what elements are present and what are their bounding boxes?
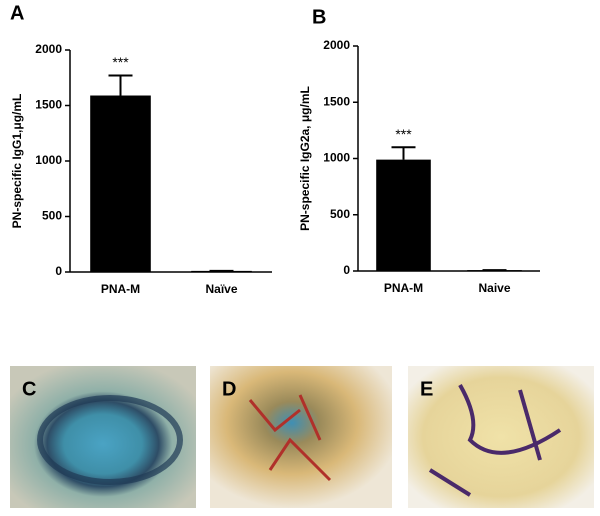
x-tick-label: PNA-M [101, 282, 140, 296]
photo-e-vessels [428, 384, 562, 497]
panel-label: A [10, 2, 24, 24]
significance: *** [112, 54, 129, 70]
y-axis-label: PN-specific IgG2a, μg/mL [298, 86, 312, 231]
y-axis-label: PN-specific IgG1,μg/mL [10, 94, 24, 229]
panel-label: C [22, 378, 36, 400]
panel-label: B [312, 6, 326, 28]
significance: *** [395, 126, 412, 142]
y-tick-label: 500 [330, 207, 350, 221]
y-tick-label: 1500 [35, 98, 62, 112]
photo-e [408, 366, 594, 508]
panel-label: E [420, 378, 433, 400]
photo-c-ring [37, 395, 183, 485]
error-bar [108, 74, 133, 96]
photo-d-vessels [248, 394, 332, 482]
y-tick-label: 0 [343, 263, 350, 277]
x-tick-label: PNA-M [384, 281, 423, 295]
y-tick-label: 1000 [35, 153, 62, 167]
y-tick-label: 1000 [323, 151, 350, 165]
panel-label: D [222, 378, 236, 400]
photo-d [210, 366, 392, 508]
y-tick-label: 2000 [35, 42, 62, 56]
y-tick-label: 500 [42, 209, 62, 223]
y-tick-label: 1500 [323, 94, 350, 108]
y-tick-label: 0 [55, 264, 62, 278]
error-bar [391, 146, 416, 160]
x-tick-label: Naïve [205, 282, 237, 296]
x-tick-label: Naive [478, 281, 510, 295]
bar [90, 95, 151, 272]
y-tick-label: 2000 [323, 38, 350, 52]
bar [376, 159, 431, 271]
